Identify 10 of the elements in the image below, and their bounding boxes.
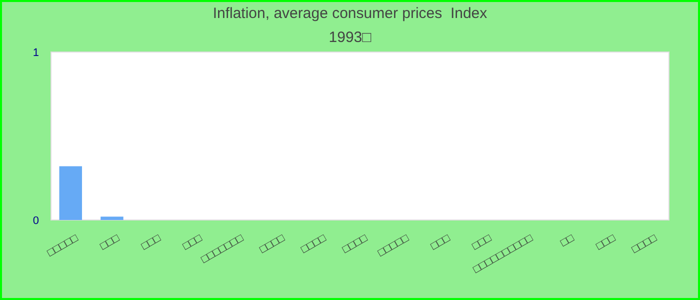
x-tick-label: □□ bbox=[558, 232, 576, 250]
x-tick-label: □□□ bbox=[428, 232, 452, 253]
chart-title: Inflation, average consumer prices Index bbox=[212, 5, 488, 22]
chart-subtitle: 1993□ bbox=[328, 29, 372, 46]
x-tick-label: □□□ bbox=[180, 232, 204, 253]
y-tick-label: 0 bbox=[32, 214, 39, 227]
y-tick-label: 1 bbox=[32, 46, 39, 59]
x-tick-label: □□□ bbox=[594, 232, 618, 253]
x-tick-label: □□□ bbox=[98, 232, 122, 253]
x-tick-label: □□□ bbox=[140, 232, 164, 253]
